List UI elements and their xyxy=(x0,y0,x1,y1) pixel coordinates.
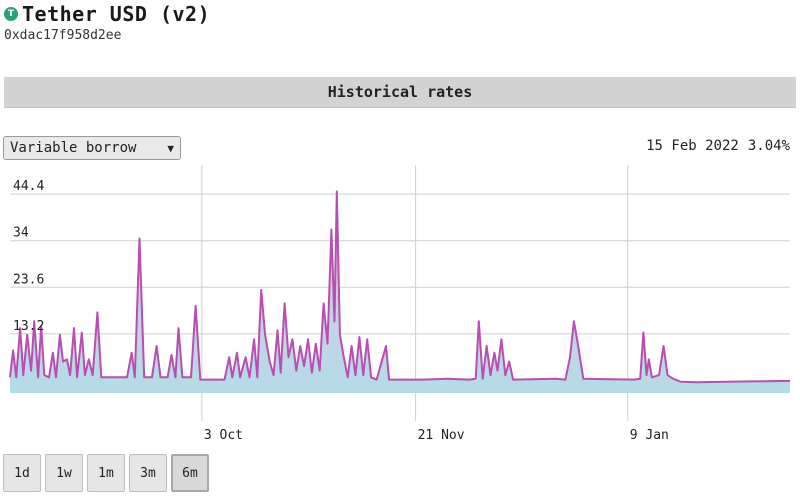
y-tick-label: 44.4 xyxy=(13,179,44,194)
rates-chart[interactable]: 13.2 23.6 34 44.4 3 Oct 21 Nov 9 Jan xyxy=(0,165,800,450)
time-range-selector: 1d 1w 1m 3m 6m xyxy=(3,454,209,492)
range-button-1w[interactable]: 1w xyxy=(45,454,83,492)
range-button-3m[interactable]: 3m xyxy=(129,454,167,492)
y-tick-label: 13.2 xyxy=(13,319,44,334)
rate-type-selected-value: Variable borrow xyxy=(10,140,137,156)
hover-readout: 15 Feb 2022 3.04% xyxy=(646,138,790,154)
page-title: Tether USD (v2) xyxy=(22,2,211,26)
readout-date: 15 Feb 2022 xyxy=(646,138,739,154)
token-address: 0xdac17f958d2ee xyxy=(4,28,122,43)
y-axis-labels: 13.2 23.6 34 44.4 xyxy=(13,179,44,334)
range-button-6m[interactable]: 6m xyxy=(171,454,209,492)
readout-value: 3.04% xyxy=(747,138,790,154)
x-tick-label: 3 Oct xyxy=(204,428,243,443)
range-button-1m[interactable]: 1m xyxy=(87,454,125,492)
rates-chart-svg[interactable]: 13.2 23.6 34 44.4 3 Oct 21 Nov 9 Jan xyxy=(0,165,800,450)
y-tick-label: 34 xyxy=(13,226,29,241)
chart-series-line xyxy=(9,190,791,384)
x-tick-label: 21 Nov xyxy=(418,428,465,443)
y-tick-label: 23.6 xyxy=(13,272,44,287)
token-header: T Tether USD (v2) xyxy=(4,2,210,26)
rate-type-select[interactable]: Variable borrow ▼ xyxy=(3,136,181,160)
chart-area-fill xyxy=(10,191,790,393)
range-button-1d[interactable]: 1d xyxy=(3,454,41,492)
x-tick-label: 9 Jan xyxy=(630,428,669,443)
x-axis-labels: 3 Oct 21 Nov 9 Jan xyxy=(204,428,669,443)
tether-token-icon: T xyxy=(4,7,18,21)
section-title: Historical rates xyxy=(327,83,473,101)
section-header-historical-rates: Historical rates xyxy=(4,77,796,108)
chevron-down-icon: ▼ xyxy=(167,141,174,155)
